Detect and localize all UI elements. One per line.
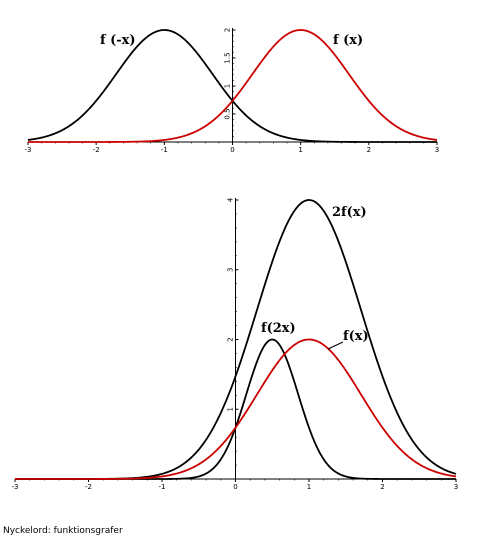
x-tick-label: 0 bbox=[233, 483, 237, 491]
x-tick-label: -2 bbox=[85, 483, 92, 491]
x-tick-label: 0 bbox=[230, 146, 234, 154]
y-tick-label: 1 bbox=[224, 84, 232, 88]
series-line bbox=[15, 338, 457, 480]
series-label: f (x) bbox=[333, 33, 363, 48]
y-tick-label: 2 bbox=[224, 28, 232, 32]
x-tick-label: 3 bbox=[435, 146, 439, 154]
y-tick-label: 3 bbox=[227, 268, 235, 272]
series-label: 2f(x) bbox=[332, 205, 367, 220]
x-tick-label: -1 bbox=[161, 146, 168, 154]
keyword-caption: Nyckelord: funktionsgrafer bbox=[3, 526, 123, 536]
y-tick-label: 4 bbox=[227, 197, 235, 202]
series-label: f (-x) bbox=[100, 33, 136, 48]
x-tick-label: 3 bbox=[454, 483, 458, 491]
x-tick-label: -2 bbox=[93, 146, 100, 154]
x-tick-label: 1 bbox=[307, 483, 311, 491]
series-line bbox=[28, 29, 438, 143]
y-tick-label: 1.5 bbox=[224, 52, 232, 63]
y-tick-label: 0.5 bbox=[224, 108, 232, 119]
label-leader-line bbox=[327, 341, 344, 350]
x-tick-label: 1 bbox=[298, 146, 302, 154]
chart-bottom: -3 -2 -1 0 1 2 3 1 2 3 4 2f(x) f(2x) f(x) bbox=[12, 197, 459, 491]
x-tick-label: 2 bbox=[367, 146, 371, 154]
y-tick-label: 2 bbox=[227, 337, 235, 341]
x-tick-label: -1 bbox=[159, 483, 166, 491]
x-tick-label: -3 bbox=[25, 146, 32, 154]
x-tick-label: -3 bbox=[12, 483, 19, 491]
series-label: f(x) bbox=[343, 329, 369, 344]
y-tick-label: 1 bbox=[227, 407, 235, 411]
series-label: f(2x) bbox=[261, 321, 296, 336]
x-tick-label: 2 bbox=[380, 483, 384, 491]
chart-top: -3 -2 -1 0 1 2 3 0.5 1 1.5 2 f (-x) f (x) bbox=[25, 28, 440, 154]
